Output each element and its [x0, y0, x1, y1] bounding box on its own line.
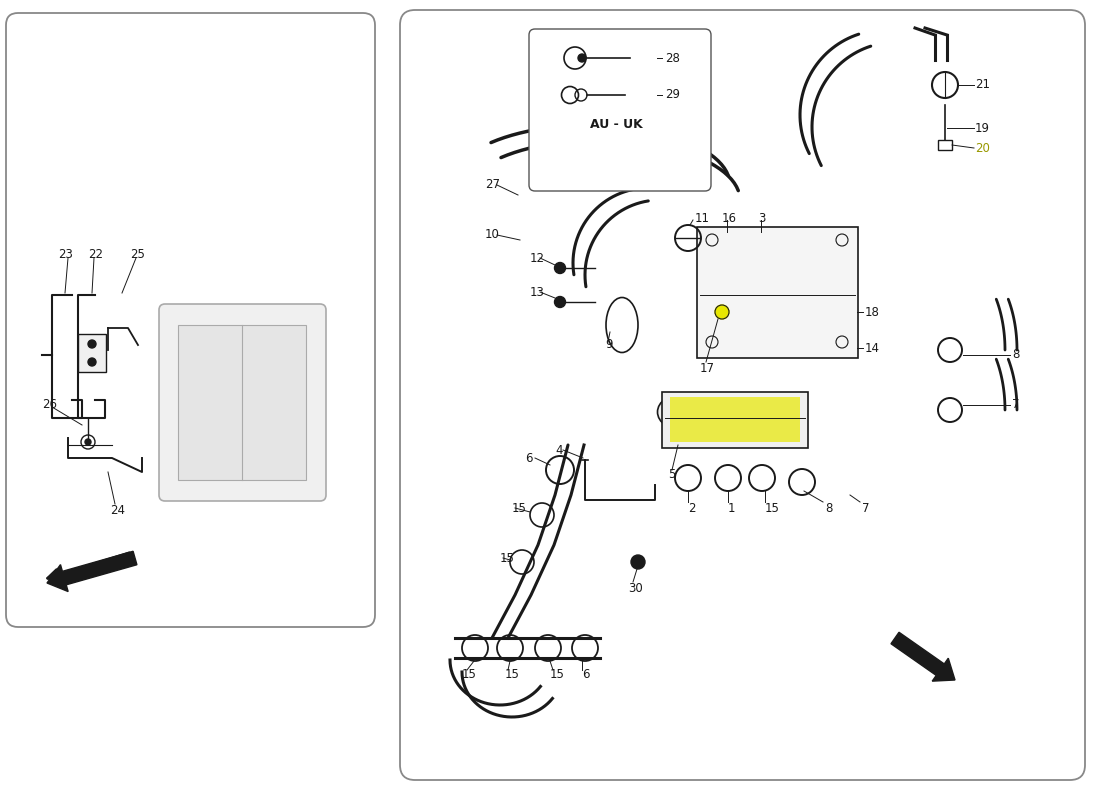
- Text: 15: 15: [550, 669, 565, 682]
- Text: a passion for...: a passion for...: [497, 549, 703, 611]
- FancyBboxPatch shape: [160, 304, 326, 501]
- Text: 15: 15: [505, 669, 520, 682]
- Ellipse shape: [606, 298, 638, 353]
- Text: 6: 6: [525, 451, 532, 465]
- Circle shape: [88, 358, 96, 366]
- Text: 25: 25: [130, 249, 145, 262]
- Text: 11: 11: [695, 211, 710, 225]
- Circle shape: [715, 305, 729, 319]
- Text: 17: 17: [700, 362, 715, 374]
- Text: 8: 8: [1012, 349, 1020, 362]
- FancyBboxPatch shape: [6, 13, 375, 627]
- Circle shape: [88, 340, 96, 348]
- Text: 16: 16: [722, 211, 737, 225]
- Text: 30: 30: [628, 582, 642, 594]
- Ellipse shape: [658, 393, 713, 431]
- Circle shape: [631, 555, 645, 569]
- Text: 2: 2: [688, 502, 695, 514]
- Text: 24: 24: [110, 503, 125, 517]
- Text: 14: 14: [865, 342, 880, 354]
- Text: 12: 12: [530, 251, 544, 265]
- FancyBboxPatch shape: [529, 29, 711, 191]
- Circle shape: [554, 297, 565, 307]
- Text: 10: 10: [485, 229, 499, 242]
- Text: 15: 15: [764, 502, 780, 514]
- Bar: [178, 325, 306, 480]
- Bar: [938, 140, 952, 150]
- Text: 1: 1: [728, 502, 736, 514]
- FancyBboxPatch shape: [697, 227, 858, 358]
- Text: 3: 3: [758, 211, 766, 225]
- FancyBboxPatch shape: [662, 392, 808, 448]
- Text: 5: 5: [668, 469, 675, 482]
- Text: 15: 15: [462, 669, 477, 682]
- Text: 21: 21: [975, 78, 990, 91]
- Text: 20: 20: [975, 142, 990, 154]
- Text: 7: 7: [862, 502, 869, 514]
- Text: 15: 15: [500, 551, 515, 565]
- Text: 13: 13: [530, 286, 544, 298]
- Circle shape: [554, 262, 565, 274]
- Text: 7: 7: [1012, 398, 1020, 411]
- Text: AU - UK: AU - UK: [590, 118, 642, 131]
- Bar: [670, 397, 800, 442]
- Text: 15: 15: [512, 502, 527, 514]
- FancyArrow shape: [891, 632, 955, 681]
- Text: 1985: 1985: [876, 414, 1045, 546]
- Text: 22: 22: [88, 249, 103, 262]
- Text: 4: 4: [556, 443, 562, 457]
- Text: 8: 8: [825, 502, 833, 514]
- Text: 19: 19: [975, 122, 990, 134]
- Circle shape: [578, 54, 586, 62]
- Text: 6: 6: [582, 669, 590, 682]
- FancyBboxPatch shape: [400, 10, 1085, 780]
- Text: 18: 18: [865, 306, 880, 318]
- Text: 9: 9: [605, 338, 613, 351]
- Text: 27: 27: [485, 178, 501, 191]
- Bar: [78, 334, 106, 372]
- Text: 29: 29: [666, 89, 680, 102]
- Text: 26: 26: [42, 398, 57, 411]
- Text: 28: 28: [666, 51, 680, 65]
- Text: 23: 23: [58, 249, 73, 262]
- Text: europarts: europarts: [460, 200, 900, 500]
- Circle shape: [85, 439, 91, 445]
- FancyArrow shape: [47, 551, 136, 591]
